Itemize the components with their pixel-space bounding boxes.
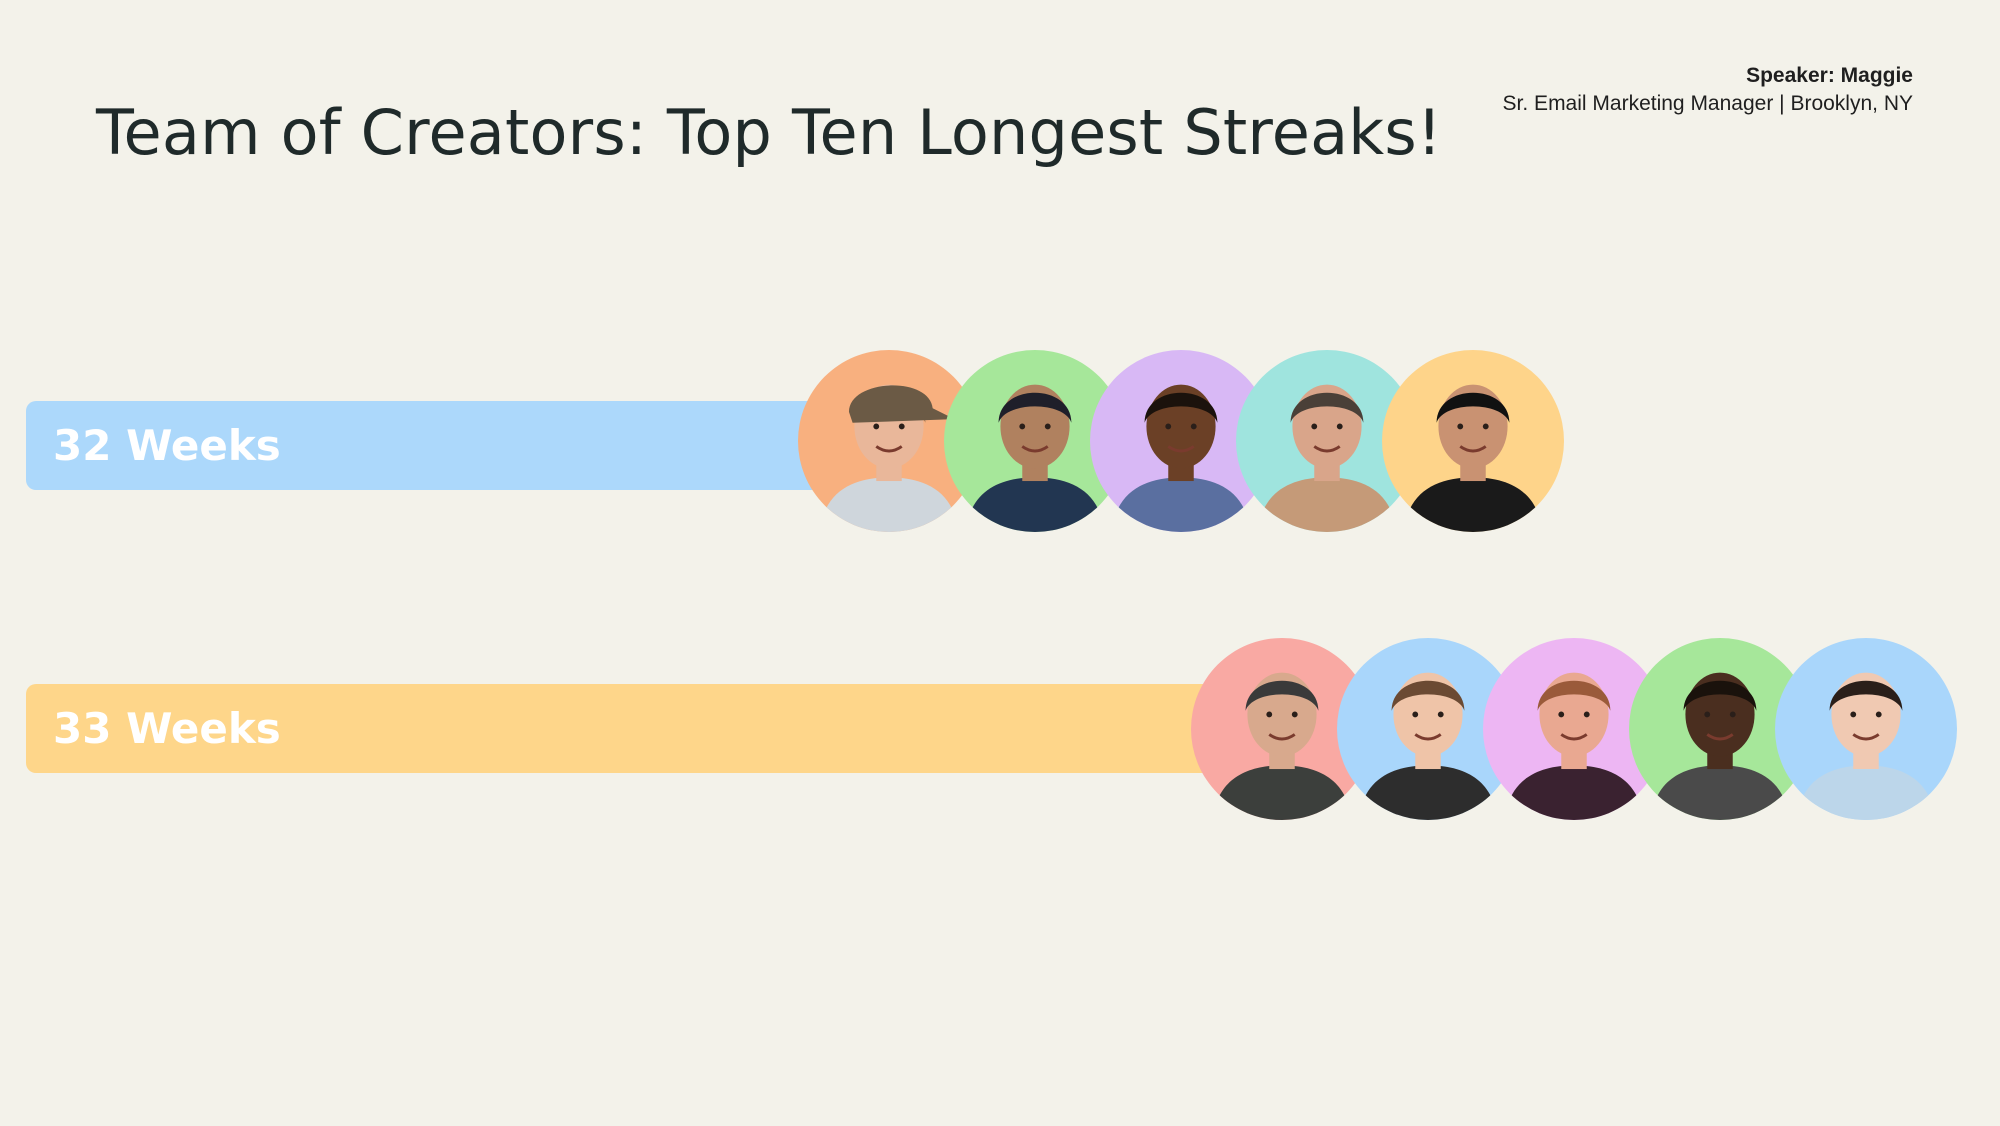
streak-label: 32 Weeks	[53, 421, 281, 470]
streak-bar: 32 Weeks	[26, 401, 866, 490]
streak-label: 33 Weeks	[53, 704, 281, 753]
avatar	[1382, 350, 1564, 532]
speaker-info: Speaker: Maggie Sr. Email Marketing Mana…	[1503, 62, 1913, 118]
avatar	[1090, 350, 1272, 532]
avatar	[1236, 350, 1418, 532]
avatar	[1775, 638, 1957, 820]
avatar	[1337, 638, 1519, 820]
page-title: Team of Creators: Top Ten Longest Streak…	[96, 96, 1442, 169]
speaker-details: Sr. Email Marketing Manager | Brooklyn, …	[1502, 92, 1913, 115]
streak-bar: 33 Weeks	[26, 684, 1256, 773]
speaker-name: Speaker: Maggie	[1746, 64, 1913, 87]
avatar	[1629, 638, 1811, 820]
